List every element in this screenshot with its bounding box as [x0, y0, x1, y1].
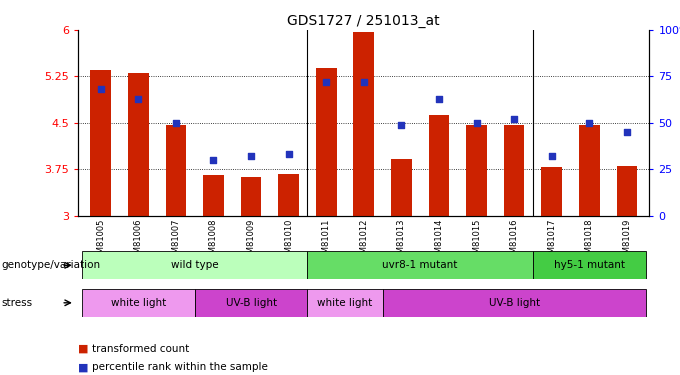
Bar — [165, 124, 186, 216]
Bar — [128, 73, 149, 216]
Title: GDS1727 / 251013_at: GDS1727 / 251013_at — [288, 13, 440, 28]
Bar — [194, 289, 307, 317]
Bar — [428, 115, 449, 216]
Text: ■: ■ — [78, 363, 88, 372]
Bar — [82, 251, 307, 279]
Point — [208, 157, 219, 163]
Bar — [541, 167, 562, 216]
Bar — [278, 174, 299, 216]
Text: UV-B light: UV-B light — [226, 298, 277, 308]
Text: genotype/variation: genotype/variation — [1, 260, 101, 270]
Bar — [203, 176, 224, 216]
Point — [358, 79, 369, 85]
Text: uvr8-1 mutant: uvr8-1 mutant — [382, 260, 458, 270]
Text: white light: white light — [111, 298, 166, 308]
Bar — [354, 32, 374, 216]
Point — [509, 116, 520, 122]
Text: UV-B light: UV-B light — [488, 298, 540, 308]
Point — [133, 96, 143, 102]
Bar — [383, 289, 645, 317]
Bar — [391, 159, 411, 216]
Bar — [241, 177, 261, 216]
Text: wild type: wild type — [171, 260, 218, 270]
Text: transformed count: transformed count — [92, 344, 189, 354]
Bar — [90, 70, 111, 216]
Bar — [533, 251, 645, 279]
Point — [321, 79, 332, 85]
Bar — [307, 251, 533, 279]
Bar — [579, 125, 600, 216]
Bar — [307, 289, 383, 317]
Text: white light: white light — [318, 298, 373, 308]
Bar — [82, 289, 194, 317]
Point — [283, 152, 294, 157]
Point — [471, 120, 482, 126]
Point — [622, 129, 632, 135]
Point — [396, 122, 407, 128]
Text: hy5-1 mutant: hy5-1 mutant — [554, 260, 625, 270]
Point — [245, 153, 256, 159]
Point — [434, 96, 445, 102]
Point — [584, 120, 595, 126]
Point — [171, 120, 182, 126]
Bar — [466, 124, 487, 216]
Text: percentile rank within the sample: percentile rank within the sample — [92, 363, 268, 372]
Bar — [316, 68, 337, 216]
Bar — [504, 124, 524, 216]
Point — [546, 153, 557, 159]
Text: ■: ■ — [78, 344, 88, 354]
Bar — [617, 166, 637, 216]
Text: stress: stress — [1, 298, 33, 308]
Point — [95, 86, 106, 92]
